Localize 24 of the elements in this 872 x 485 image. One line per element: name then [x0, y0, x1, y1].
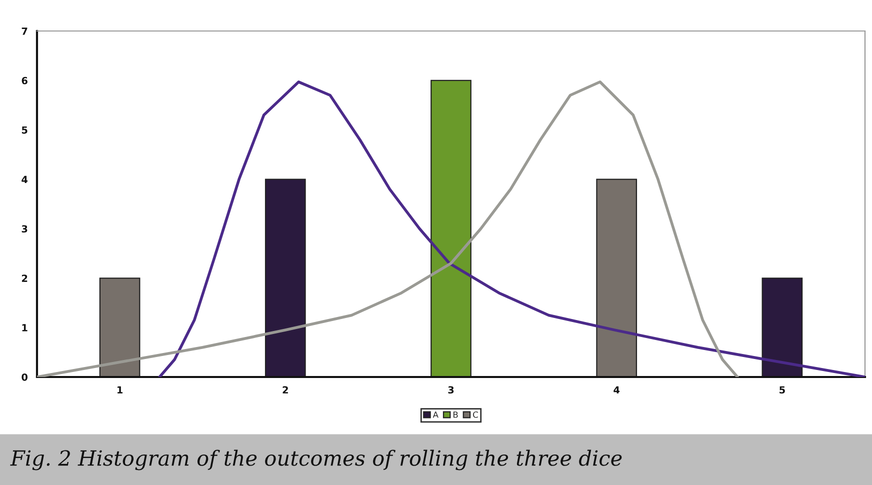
y-tick-label: 3 [22, 225, 28, 233]
line-series [158, 80, 865, 377]
y-tick-label: 2 [22, 274, 28, 282]
y-tick-label: 6 [22, 76, 28, 84]
y-tick-label: 1 [22, 324, 28, 332]
x-tick-label: 5 [780, 386, 785, 394]
x-tick-label: 2 [282, 386, 288, 394]
bar [762, 278, 803, 377]
legend-label: B [453, 412, 458, 418]
x-tick-label: 1 [118, 386, 123, 394]
bar [596, 178, 638, 377]
y-tick-label: 0 [22, 373, 28, 381]
y-tick-label: 4 [22, 176, 28, 183]
y-tick-label: 5 [22, 126, 28, 134]
y-tick-label: 7 [22, 28, 28, 35]
line-series [37, 80, 739, 377]
bar [430, 80, 472, 377]
legend-label: C [473, 411, 478, 418]
bar [99, 278, 140, 377]
x-tick-label: 3 [448, 386, 454, 394]
bar [264, 178, 306, 377]
legend-label: A [432, 412, 438, 418]
x-tick-label: 4 [614, 386, 620, 394]
caption: Fig. 2 Histogram of the outcomes of rolling the three dice [10, 450, 622, 470]
